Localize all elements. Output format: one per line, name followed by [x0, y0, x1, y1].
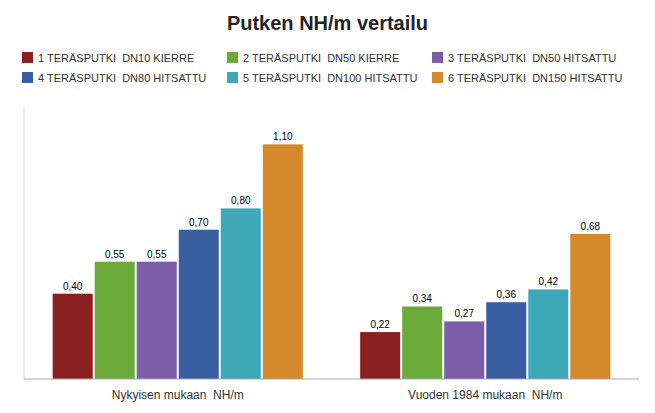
- data-labels: 0,40 0,22 0,55 0,34 0,55 0,27 0,70 0,36 0,80 0,42…: [63, 131, 601, 330]
- data-label: 0,42: [539, 276, 559, 287]
- legend-swatch: [432, 72, 443, 83]
- bar: [179, 230, 219, 379]
- legend-label: 2 TERÄSPUTKI DN50 KIERRE: [243, 52, 399, 64]
- bar: [570, 234, 610, 379]
- title: Putken NH/m vertailu: [227, 12, 428, 34]
- data-label: 0,40: [63, 281, 83, 292]
- bar: [137, 262, 177, 379]
- bar: [528, 289, 568, 379]
- legend-swatch: [22, 52, 33, 63]
- x-tick-label: Nykyisen mukaan NH/m: [112, 388, 244, 402]
- legend-label: 6 TERÄSPUTKI DN150 HITSATTU: [448, 72, 622, 84]
- data-label: 1,10: [273, 131, 293, 142]
- data-label: 0,22: [370, 319, 390, 330]
- bar: [263, 144, 303, 379]
- bar: [221, 208, 261, 379]
- bar: [444, 321, 484, 379]
- data-label: 0,70: [189, 217, 209, 228]
- legend-label: 3 TERÄSPUTKI DN50 HITSATTU: [448, 52, 616, 64]
- legend-swatch: [432, 52, 443, 63]
- axes: Nykyisen mukaan NH/m Vuoden 1984 mukaan N…: [24, 106, 639, 402]
- bar: [53, 294, 93, 379]
- chart: Putken NH/m vertailu 1 TERÄSPUTKI DN10 KI…: [0, 0, 655, 413]
- bar: [360, 332, 400, 379]
- legend-swatch: [227, 52, 238, 63]
- data-label: 0,55: [147, 249, 167, 260]
- legend-label: 4 TERÄSPUTKI DN80 HITSATTU: [38, 72, 206, 84]
- data-label: 0,55: [105, 249, 125, 260]
- bar: [402, 306, 442, 379]
- x-axis-line: [24, 379, 639, 380]
- data-label: 0,80: [231, 195, 251, 206]
- x-tick-label: Vuoden 1984 mukaan NH/m: [408, 388, 562, 402]
- data-label: 0,68: [581, 221, 601, 232]
- bars: [53, 144, 611, 379]
- data-label: 0,34: [412, 293, 432, 304]
- data-label: 0,36: [497, 289, 517, 300]
- bar: [486, 302, 526, 379]
- bar: [95, 262, 135, 379]
- data-label: 0,27: [455, 308, 475, 319]
- legend-swatch: [22, 72, 33, 83]
- legend-label: 1 TERÄSPUTKI DN10 KIERRE: [38, 52, 194, 64]
- legend: 1 TERÄSPUTKI DN10 KIERRE 2 TERÄSPUTKI DN5…: [22, 52, 622, 84]
- legend-swatch: [227, 72, 238, 83]
- y-axis-line: [24, 106, 25, 379]
- legend-label: 5 TERÄSPUTKI DN100 HITSATTU: [243, 72, 417, 84]
